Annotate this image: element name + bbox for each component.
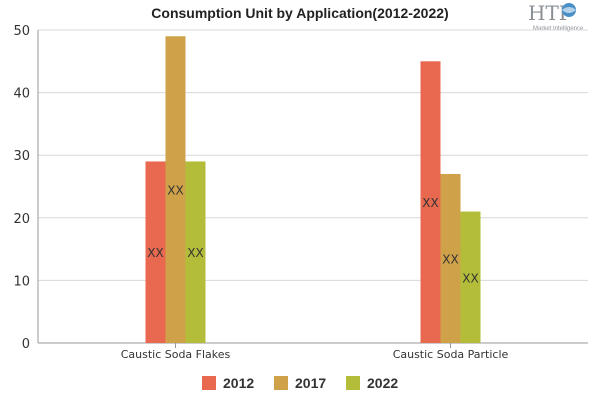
y-tick-label: 50 [13,24,30,39]
legend-label: 2022 [367,375,398,391]
data-label: XX [422,196,438,210]
bar-2022 [185,161,206,343]
axes [37,30,588,344]
logo-subtext: Market Intelligence [533,26,584,32]
y-tick-label: 40 [13,87,30,102]
y-tick-label: 30 [13,149,30,164]
x-category-label: Caustic Soda Flakes [121,348,231,361]
data-labels: XX XX XX XX XX XX [147,184,478,286]
y-tick-label: 10 [13,274,30,289]
legend-swatch-2012 [202,376,216,390]
legend-label: 2012 [223,375,254,391]
x-category-label: Caustic Soda Particle [393,348,509,361]
legend-label: 2017 [295,375,326,391]
legend-swatch-2022 [346,376,360,390]
data-label: XX [462,271,478,285]
bar-2017 [165,36,186,343]
bar-2012 [145,161,166,343]
bar-2017 [440,173,461,343]
x-axis-categories: Caustic Soda Flakes Caustic Soda Particle [121,343,509,361]
bar-2012 [420,61,441,344]
legend-swatch-2017 [274,376,288,390]
bar-2022 [460,211,481,343]
y-axis-ticks: 0 10 20 30 40 50 [13,24,30,352]
chart-title: Consumption Unit by Application(2012-202… [151,5,448,21]
data-label: XX [187,246,203,260]
htf-logo: HTF Market Intelligence [528,1,584,32]
legend: 2012 2017 2022 [202,375,398,391]
y-tick-label: 20 [13,212,30,227]
data-label: XX [167,184,183,198]
globe-icon [562,3,576,17]
data-label: XX [442,252,458,266]
bars [145,36,481,344]
data-label: XX [147,246,163,260]
gridlines [38,29,588,281]
y-tick-label: 0 [22,337,30,352]
